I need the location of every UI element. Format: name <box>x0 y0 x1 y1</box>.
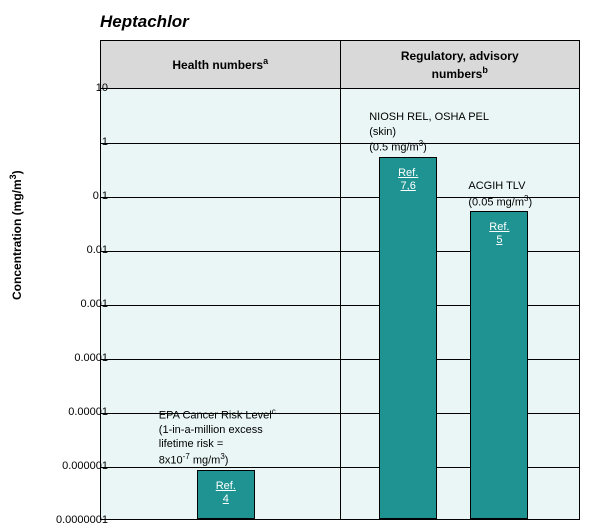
header-health: Health numbersa <box>101 41 341 88</box>
y-tick-label: 0.0001 <box>18 352 108 364</box>
y-tick-label: 1 <box>18 136 108 148</box>
y-tick-label: 0.001 <box>18 298 108 310</box>
bar-ref-link[interactable]: Ref.4 <box>206 480 246 506</box>
bar-annotation: ACGIH TLV(0.05 mg/m3) <box>468 179 594 209</box>
y-tick-label: 10 <box>18 82 108 94</box>
y-tick-label: 0.01 <box>18 244 108 256</box>
panel-divider <box>340 89 341 519</box>
chart-title: Heptachlor <box>100 12 189 32</box>
chart-container: Heptachlor Concentration (mg/m3) Health … <box>0 0 594 532</box>
y-tick-label: 0.0000001 <box>18 514 108 526</box>
bar <box>470 211 528 519</box>
y-tick-label: 0.1 <box>18 190 108 202</box>
bar-ref-link[interactable]: Ref.5 <box>479 221 519 247</box>
bar-annotation: NIOSH REL, OSHA PEL(skin)(0.5 mg/m3) <box>369 110 509 155</box>
y-tick-label: 0.000001 <box>18 460 108 472</box>
header-regulatory: Regulatory, advisorynumbersb <box>341 41 580 88</box>
bar-ref-link[interactable]: Ref.7,6 <box>388 167 428 193</box>
y-tick-label: 0.00001 <box>18 406 108 418</box>
bar <box>379 157 437 519</box>
bar-annotation: EPA Cancer Risk Levelc(1-in-a-million ex… <box>159 407 299 468</box>
panel-headers: Health numbersa Regulatory, advisorynumb… <box>101 41 579 89</box>
plot-area: Health numbersa Regulatory, advisorynumb… <box>100 40 580 520</box>
